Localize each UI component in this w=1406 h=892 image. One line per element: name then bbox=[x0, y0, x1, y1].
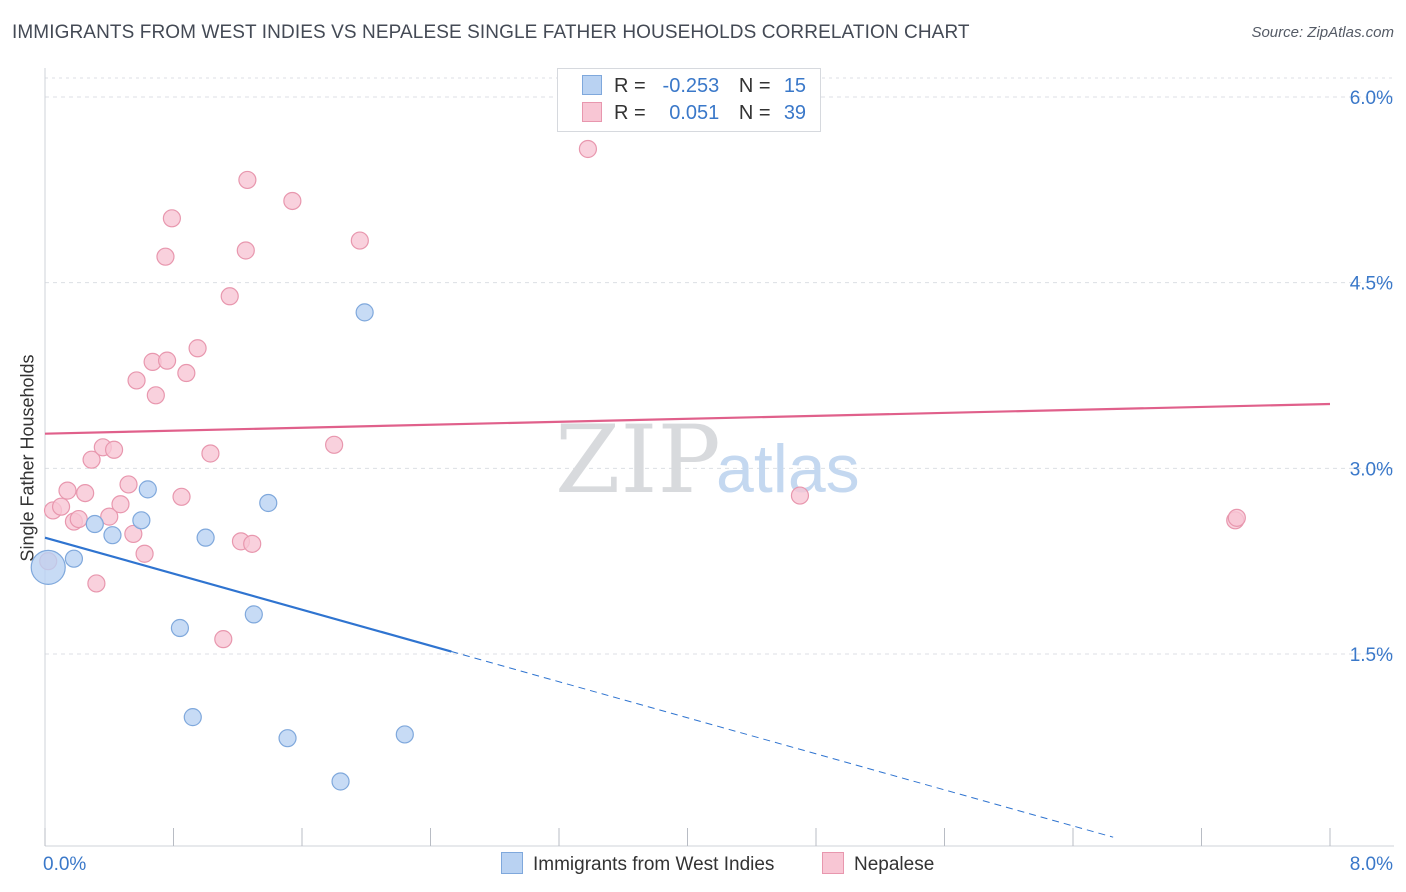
data-point-nepalese bbox=[238, 170, 257, 190]
data-point-west-indies bbox=[64, 549, 84, 568]
watermark: ZIP atlas bbox=[555, 406, 860, 515]
data-point-nepalese bbox=[1227, 508, 1246, 527]
source-credit: Source: ZipAtlas.com bbox=[1251, 24, 1394, 41]
data-point-nepalese bbox=[146, 386, 165, 405]
data-point-nepalese bbox=[283, 191, 302, 211]
trend-layer bbox=[44, 402, 1331, 838]
watermark-zip: ZIP bbox=[555, 406, 721, 515]
data-point-nepalese bbox=[325, 435, 344, 454]
data-point-nepalese bbox=[243, 534, 262, 553]
legend-r-label: R = bbox=[614, 102, 646, 124]
legend-r-value: -0.253 bbox=[662, 75, 720, 97]
y-tick-label: 6.0% bbox=[1350, 88, 1393, 109]
bottom-legend-west-indies: Immigrants from West Indies bbox=[501, 852, 774, 876]
data-point-nepalese bbox=[69, 509, 88, 529]
bottom-legend-label: Immigrants from West Indies bbox=[533, 854, 775, 875]
data-point-nepalese bbox=[156, 247, 175, 266]
data-point-nepalese bbox=[350, 231, 369, 250]
data-point-nepalese bbox=[790, 486, 810, 505]
data-point-nepalese bbox=[220, 287, 239, 306]
data-point-west-indies bbox=[183, 708, 202, 727]
legend-swatch-blue bbox=[582, 75, 602, 95]
legend-n-label: N = bbox=[738, 75, 771, 97]
data-point-nepalese bbox=[104, 440, 124, 459]
legend-n-label: N = bbox=[738, 102, 771, 124]
data-point-west-indies bbox=[170, 618, 190, 638]
data-point-nepalese bbox=[177, 363, 196, 383]
data-point-nepalese bbox=[214, 630, 233, 649]
y-tick-label: 4.5% bbox=[1350, 274, 1393, 295]
data-point-west-indies bbox=[395, 725, 414, 744]
x-tick-label: 8.0% bbox=[1350, 854, 1393, 875]
trend-line-west-indies bbox=[44, 536, 452, 653]
data-point-nepalese bbox=[135, 544, 154, 563]
data-point-west-indies bbox=[30, 549, 66, 585]
trend-line-west-indies-extension bbox=[451, 651, 1114, 838]
data-point-nepalese bbox=[127, 371, 146, 390]
y-axis-label: Single Father Households bbox=[17, 354, 38, 562]
data-point-west-indies bbox=[85, 514, 104, 534]
data-point-nepalese bbox=[157, 351, 177, 370]
data-point-nepalese bbox=[87, 574, 106, 593]
points-layer bbox=[30, 139, 1246, 791]
data-point-nepalese bbox=[58, 481, 77, 500]
y-tick-label: 3.0% bbox=[1350, 459, 1393, 480]
legend-n-value: 39 bbox=[783, 102, 807, 124]
legend-swatch-pink bbox=[582, 102, 602, 122]
data-point-nepalese bbox=[111, 495, 130, 514]
legend-r-label: R = bbox=[614, 75, 646, 97]
data-point-west-indies bbox=[278, 729, 297, 748]
data-point-nepalese bbox=[124, 524, 143, 544]
bottom-legend-nepalese: Nepalese bbox=[822, 852, 934, 876]
data-point-nepalese bbox=[119, 475, 138, 494]
y-tick-label: 1.5% bbox=[1350, 645, 1393, 666]
legend-r-value: 0.051 bbox=[669, 102, 720, 124]
data-point-west-indies bbox=[196, 528, 215, 547]
data-point-nepalese bbox=[236, 241, 255, 260]
bottom-legend-label: Nepalese bbox=[854, 854, 935, 875]
data-point-west-indies bbox=[355, 303, 374, 322]
bottom-legend-swatch-blue bbox=[501, 852, 523, 874]
axis-layer bbox=[44, 68, 1394, 847]
data-point-west-indies bbox=[259, 493, 278, 513]
bottom-legend-swatch-pink bbox=[822, 852, 844, 874]
legend-row-west-indies: R = -0.253 N = 15 bbox=[582, 75, 806, 99]
data-point-nepalese bbox=[76, 483, 95, 503]
x-tick-label: 0.0% bbox=[43, 854, 86, 875]
stats-legend: R = -0.253 N = 15 R = 0.051 N = 39 bbox=[557, 68, 821, 132]
watermark-atlas: atlas bbox=[716, 431, 860, 507]
chart-title: IMMIGRANTS FROM WEST INDIES VS NEPALESE … bbox=[12, 22, 970, 43]
data-point-nepalese bbox=[172, 487, 191, 506]
data-point-nepalese bbox=[162, 209, 181, 228]
grid-layer bbox=[45, 77, 1394, 655]
data-point-nepalese bbox=[201, 444, 220, 463]
data-point-west-indies bbox=[132, 511, 151, 530]
data-point-nepalese bbox=[100, 507, 119, 526]
legend-n-value: 15 bbox=[783, 75, 807, 97]
data-point-west-indies bbox=[244, 605, 263, 624]
legend-row-nepalese: R = 0.051 N = 39 bbox=[582, 102, 806, 126]
data-point-nepalese bbox=[51, 497, 71, 516]
data-point-west-indies bbox=[103, 526, 122, 545]
tick-label-layer: 1.5% 3.0% 4.5% 6.0% 0.0% 8.0% bbox=[43, 88, 1393, 875]
data-point-nepalese bbox=[82, 450, 101, 469]
data-point-west-indies bbox=[331, 772, 350, 791]
data-point-west-indies bbox=[138, 480, 157, 499]
trend-line-nepalese bbox=[44, 402, 1331, 435]
data-point-nepalese bbox=[188, 339, 207, 358]
data-point-nepalese bbox=[578, 139, 598, 159]
